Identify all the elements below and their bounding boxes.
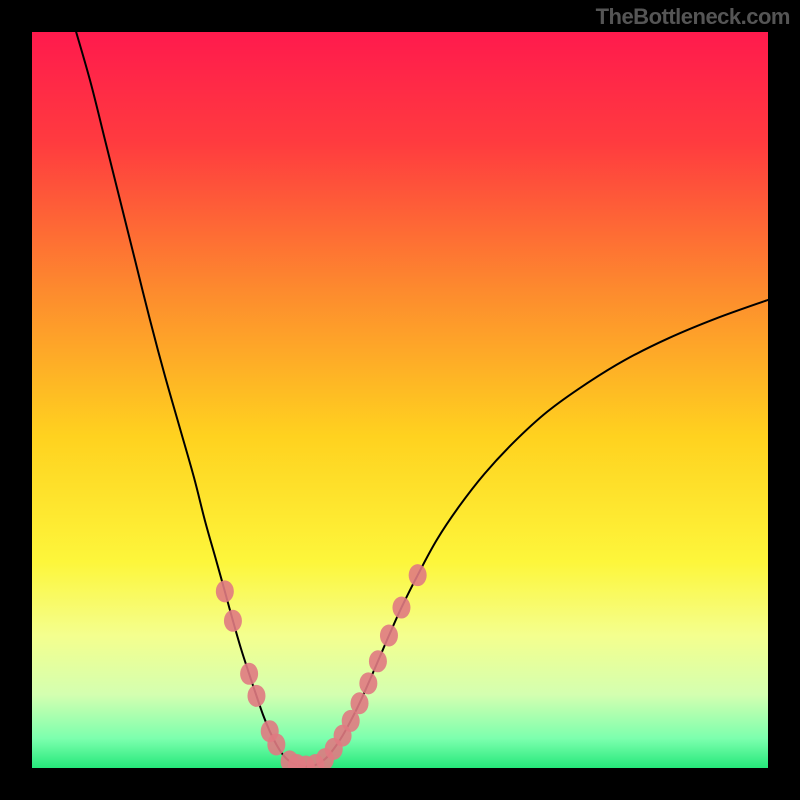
data-marker [216, 580, 234, 602]
data-marker [369, 650, 387, 672]
plot-area [32, 32, 768, 768]
data-marker [240, 663, 258, 685]
data-marker [247, 685, 265, 707]
attribution-text: TheBottleneck.com [596, 4, 790, 30]
data-marker [392, 597, 410, 619]
data-marker [267, 733, 285, 755]
gradient-background [32, 32, 768, 768]
chart-svg [32, 32, 768, 768]
data-marker [409, 564, 427, 586]
data-marker [359, 672, 377, 694]
data-marker [351, 692, 369, 714]
chart-frame: TheBottleneck.com [0, 0, 800, 800]
data-marker [224, 610, 242, 632]
data-marker [380, 625, 398, 647]
